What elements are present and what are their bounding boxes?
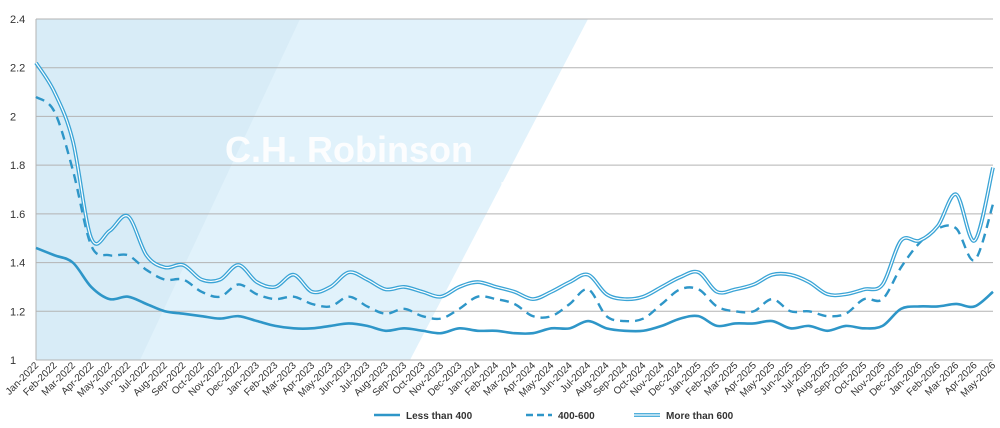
legend-item-2: More than 600 (634, 411, 734, 422)
legend: Less than 400 400-600 More than 600 (374, 411, 734, 422)
legend-label: More than 600 (666, 411, 734, 422)
y-tick-label: 1.4 (10, 258, 25, 270)
legend-label: Less than 400 (406, 411, 473, 422)
y-tick-label: 1.6 (10, 209, 25, 221)
watermark: C.H. Robinson Edge (36, 19, 730, 360)
series-0 (35, 246, 994, 335)
y-tick-label: 2 (10, 111, 16, 123)
watermark-line2: Edge (495, 162, 730, 269)
legend-item-0: Less than 400 (374, 411, 473, 422)
y-tick-label: 1.2 (10, 306, 25, 318)
y-tick-label: 2.2 (10, 63, 25, 75)
y-tick-label: 1.8 (10, 160, 25, 172)
watermark-band-shade (36, 19, 300, 360)
y-tick-label: 2.4 (10, 14, 25, 26)
legend-label: 400-600 (558, 411, 595, 422)
grid (35, 18, 993, 361)
y-tick-label: 1 (10, 355, 16, 367)
series-line-less-than-400 (35, 246, 994, 335)
watermark-band (36, 19, 588, 360)
series-2 (34, 61, 995, 302)
series-lines (34, 61, 995, 335)
watermark-line1: C.H. Robinson (225, 129, 473, 170)
x-axis: Jan-2022Feb-2022Mar-2022Apr-2022May-2022… (4, 360, 999, 400)
series-line-more-than-600-inner (35, 62, 994, 300)
legend-item-1: 400-600 (526, 411, 595, 422)
y-axis: 1 1.2 1.4 1.6 1.8 2 2.2 2.4 (10, 14, 25, 367)
